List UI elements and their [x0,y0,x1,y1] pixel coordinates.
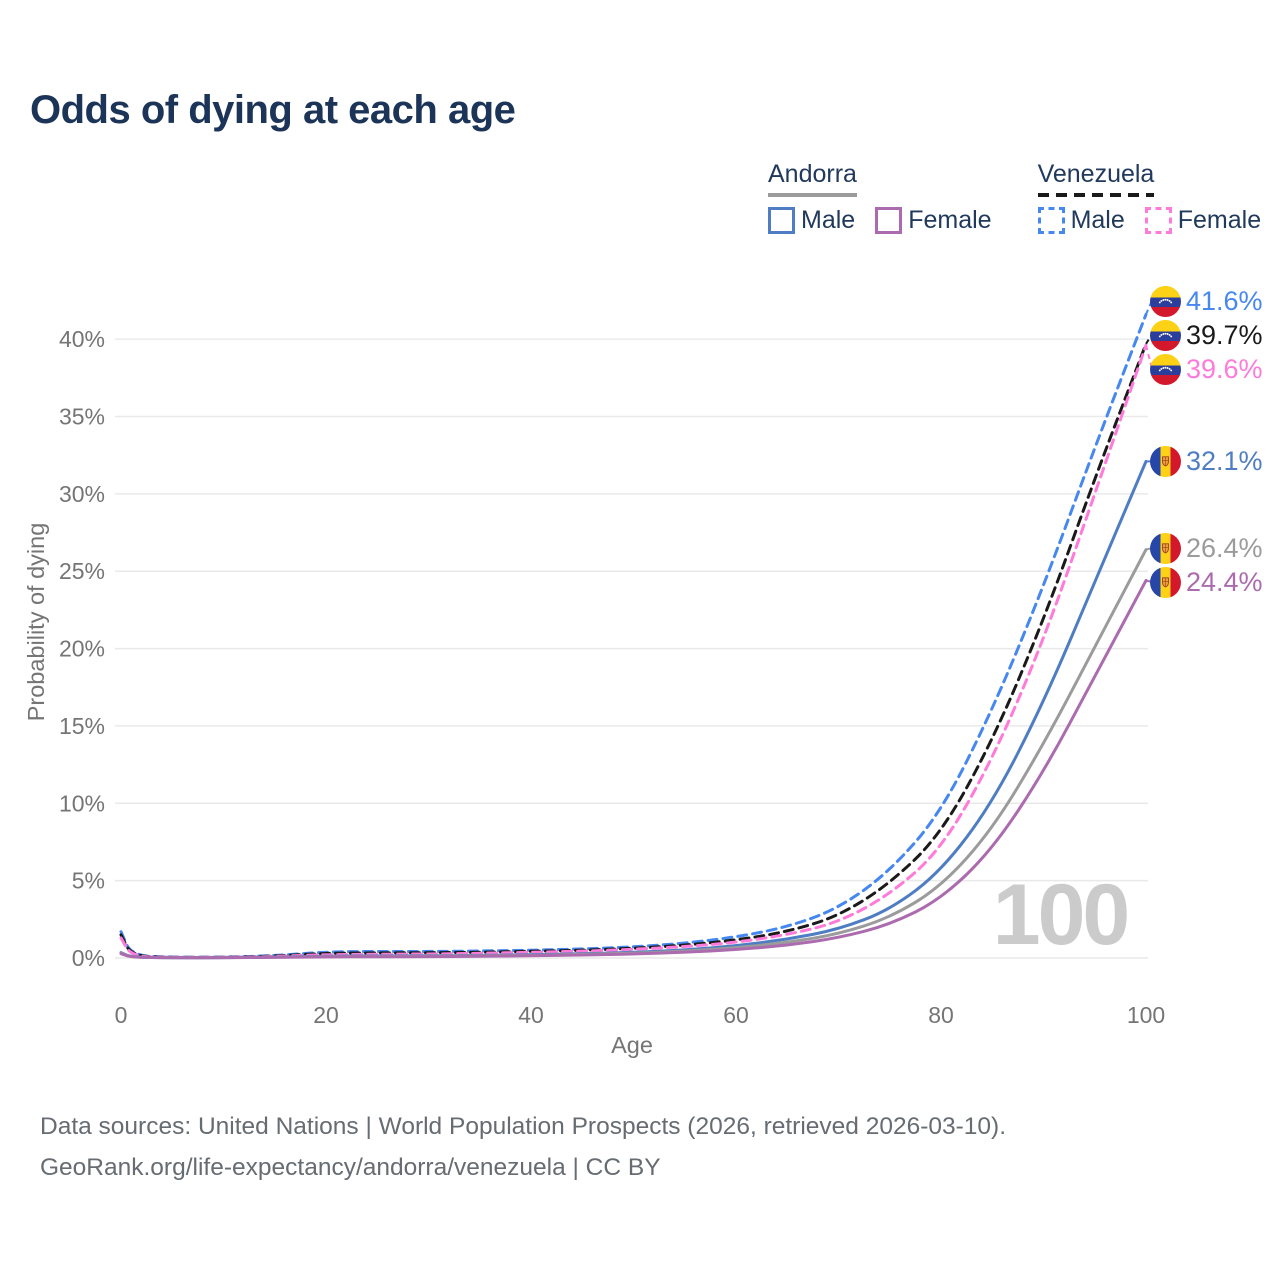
legend-item-andorra-male[interactable]: Male [768,206,855,235]
y-tick-label: 40% [59,326,105,352]
legend-items-andorra: Male Female [768,206,992,235]
label-connector [1145,299,1159,315]
x-tick-label: 20 [313,1002,339,1028]
andorra-female-swatch-icon [875,207,903,234]
x-tick-label: 80 [928,1002,954,1028]
footer: Data sources: United Nations | World Pop… [40,1106,1006,1188]
y-tick-label: 10% [59,790,105,816]
y-tick-label: 35% [59,404,105,430]
data-sources-line: Data sources: United Nations | World Pop… [40,1113,1007,1140]
page-title: Odds of dying at each age [30,88,516,132]
label-connector [1145,345,1159,370]
x-axis-title: Age [611,1032,653,1058]
x-tick-label: 40 [518,1002,544,1028]
label-connector [1145,333,1159,345]
andorra-male-swatch-icon [768,207,795,234]
legend-item-venezuela-male[interactable]: Male [1037,206,1125,235]
series-line-andorra-female[interactable] [119,579,1148,960]
venezuela-line-style-icon [1037,193,1155,197]
legend-title-venezuela: Venezuela [1037,160,1155,197]
legend-country-name: Andorra [768,160,857,188]
y-axis-title: Probability of dying [23,523,49,722]
y-tick-label: 25% [59,558,105,584]
attribution-line: GeoRank.org/life-expectancy/andorra/vene… [40,1154,661,1181]
y-tick-label: 15% [59,713,105,739]
andorra-line-style-icon [768,193,857,197]
legend-group-andorra: Andorra Male Female [768,160,992,235]
y-tick-label: 20% [59,636,105,662]
x-tick-label: 100 [1127,1002,1165,1028]
series-line-venezuela-male[interactable] [119,312,1148,959]
y-tick-label: 30% [59,481,105,507]
legend-group-venezuela: Venezuela Male Female [1037,160,1261,235]
legend: Andorra Male Female Venezuela [768,160,1261,235]
x-tick-label: 60 [723,1002,749,1028]
y-tick-label: 5% [72,868,105,894]
legend-items-venezuela: Male Female [1037,206,1261,235]
x-tick-label: 0 [115,1002,128,1028]
label-connector [1145,579,1159,583]
legend-title-andorra: Andorra [768,160,857,197]
age-watermark: 100 [993,867,1128,963]
venezuela-female-swatch-icon [1144,207,1172,234]
label-connector [1145,547,1159,551]
venezuela-male-swatch-icon [1037,207,1065,234]
y-tick-label: 0% [72,945,105,971]
legend-item-venezuela-female[interactable]: Female [1144,206,1261,235]
series-line-venezuela-female[interactable] [119,343,1148,959]
series-line-venezuela-both[interactable] [119,342,1148,959]
legend-country-name: Venezuela [1037,160,1155,188]
legend-item-andorra-female[interactable]: Female [875,206,992,235]
